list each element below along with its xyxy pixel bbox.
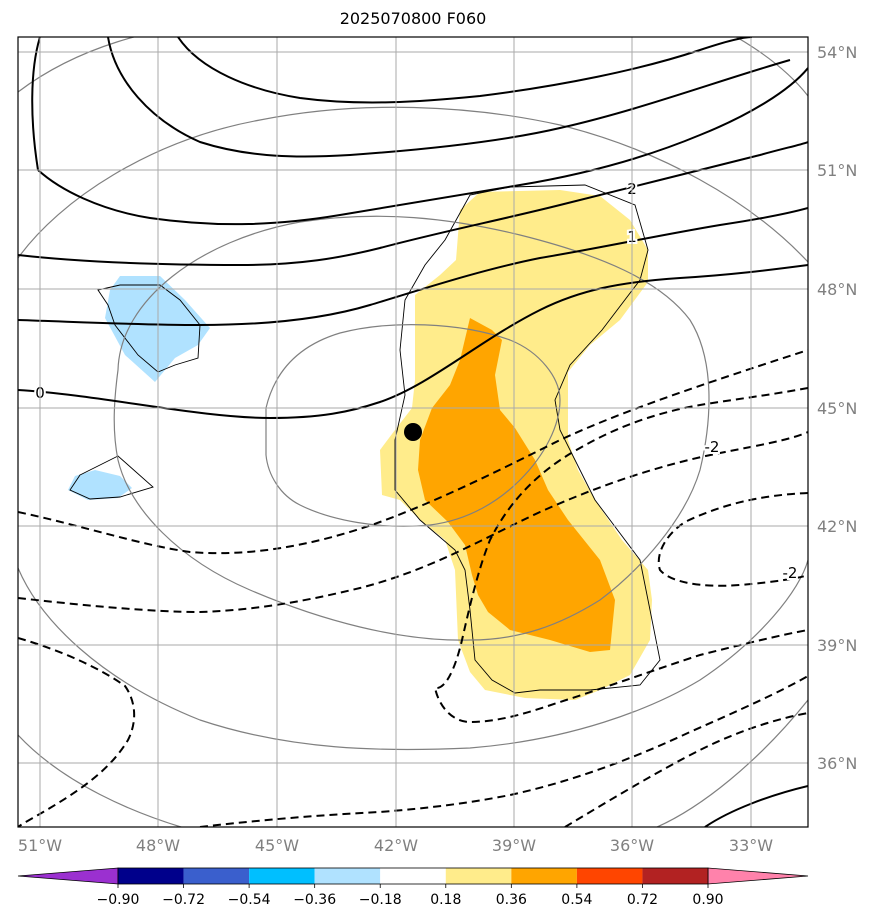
lat-tick-labels: 54°N 51°N 48°N 45°N 42°N 39°N 36°N bbox=[817, 43, 857, 773]
lon-tick: 33°W bbox=[729, 836, 773, 855]
map-frame bbox=[17, 36, 809, 828]
colorbar-tick-label: 0.18 bbox=[430, 892, 461, 908]
colorbar-tick-label: −0.54 bbox=[228, 892, 271, 908]
colorbar-tick-label: −0.90 bbox=[97, 892, 140, 908]
contour-label: -2 bbox=[783, 564, 798, 582]
lat-tick: 54°N bbox=[817, 43, 857, 62]
lon-tick-labels: 51°W 48°W 45°W 42°W 39°W 36°W 33°W bbox=[18, 836, 773, 855]
colorbar-box bbox=[249, 868, 315, 884]
colorbar-box bbox=[380, 868, 446, 884]
thin-contour-east bbox=[394, 184, 661, 694]
map-title: 2025070800 F060 bbox=[339, 9, 487, 28]
lon-tick: 39°W bbox=[492, 836, 536, 855]
lat-tick: 45°N bbox=[817, 399, 857, 418]
colorbar-extension-low bbox=[17, 867, 119, 885]
lon-tick: 51°W bbox=[18, 836, 62, 855]
colorbar-tick-label: 0.72 bbox=[627, 892, 658, 908]
colorbar-box bbox=[576, 868, 643, 884]
colorbar-tick-label: −0.72 bbox=[162, 892, 205, 908]
colorbar: −0.90 −0.72 −0.54 −0.36 −0.18 0.18 0.36 0.54 0.7… bbox=[17, 867, 809, 908]
colorbar-tick-label: 0.90 bbox=[692, 892, 723, 908]
lon-tick: 48°W bbox=[136, 836, 180, 855]
colorbar-box bbox=[642, 868, 708, 884]
lon-tick: 42°W bbox=[374, 836, 418, 855]
colorbar-tick-label: 0.36 bbox=[496, 892, 527, 908]
lat-tick: 51°N bbox=[817, 161, 857, 180]
colorbar-box bbox=[445, 868, 512, 884]
thin-contour-southwest bbox=[69, 455, 154, 500]
colorbar-box bbox=[511, 868, 577, 884]
colorbar-frame bbox=[117, 867, 709, 885]
colorbar-tick-label: −0.36 bbox=[293, 892, 336, 908]
colorbar-tick-label: 0.54 bbox=[561, 892, 592, 908]
colorbar-box bbox=[118, 868, 184, 884]
colorbar-tick-label: −0.18 bbox=[359, 892, 402, 908]
lon-tick: 45°W bbox=[255, 836, 299, 855]
colorbar-box bbox=[314, 868, 381, 884]
gridlines bbox=[18, 37, 808, 827]
storm-center-marker bbox=[404, 423, 422, 441]
lat-tick: 42°N bbox=[817, 517, 857, 536]
lat-tick: 36°N bbox=[817, 754, 857, 773]
dashed-contours bbox=[18, 349, 808, 827]
map-area: 2 1 0 -2 -2 bbox=[18, 37, 808, 827]
colorbar-extension-high bbox=[707, 867, 809, 885]
thin-contour-northwest bbox=[97, 284, 201, 373]
lat-tick: 48°N bbox=[817, 280, 857, 299]
shading-light-blue-south bbox=[68, 470, 132, 500]
shading-orange bbox=[418, 318, 615, 652]
lon-tick: 36°W bbox=[610, 836, 654, 855]
grey-contours bbox=[18, 37, 808, 827]
solid-contours bbox=[18, 37, 808, 827]
lat-tick: 39°N bbox=[817, 636, 857, 655]
contour-label: -2 bbox=[705, 438, 720, 456]
colorbar-box bbox=[183, 868, 250, 884]
